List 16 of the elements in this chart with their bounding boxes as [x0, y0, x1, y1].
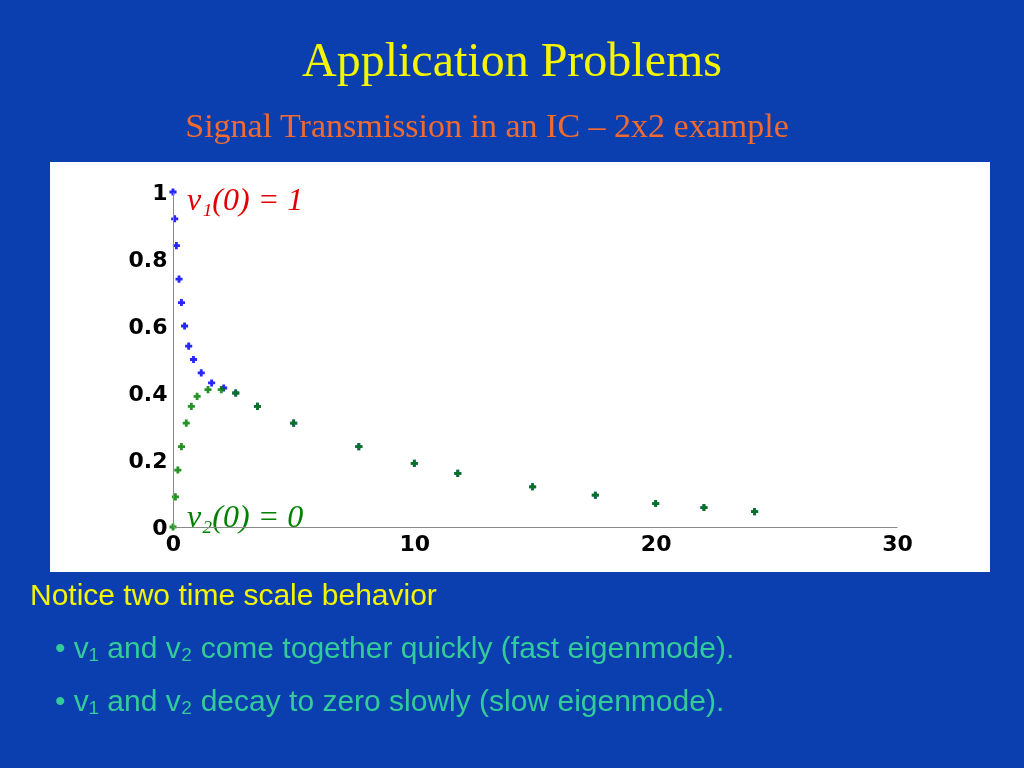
x-tick-label: 10: [399, 530, 431, 556]
y-tick-label: 0.4: [128, 380, 168, 406]
text: • v₁ and v₂ come together quickly (fast eigenmode).: [55, 631, 735, 664]
chart-subtitle: Signal Transmission in an IC – 2x2 example: [185, 107, 789, 144]
annotation: v₁(0) = 1: [187, 181, 304, 217]
text: • v₁ and v₂ decay to zero slowly (slow eigenmode).: [55, 684, 725, 717]
text: Notice two time scale behavior: [30, 578, 437, 611]
y-tick-label: 0.2: [128, 447, 168, 473]
chart-title: Application Problems: [302, 33, 722, 86]
x-tick-label: 20: [640, 530, 672, 556]
annotation: v₂(0) = 0: [187, 498, 304, 534]
x-tick-label: 30: [882, 530, 913, 556]
y-tick-label: 1: [152, 179, 168, 205]
y-tick-label: 0.6: [128, 313, 168, 339]
y-tick-label: 0.8: [128, 246, 168, 272]
y-tick-label: 0: [152, 514, 168, 540]
